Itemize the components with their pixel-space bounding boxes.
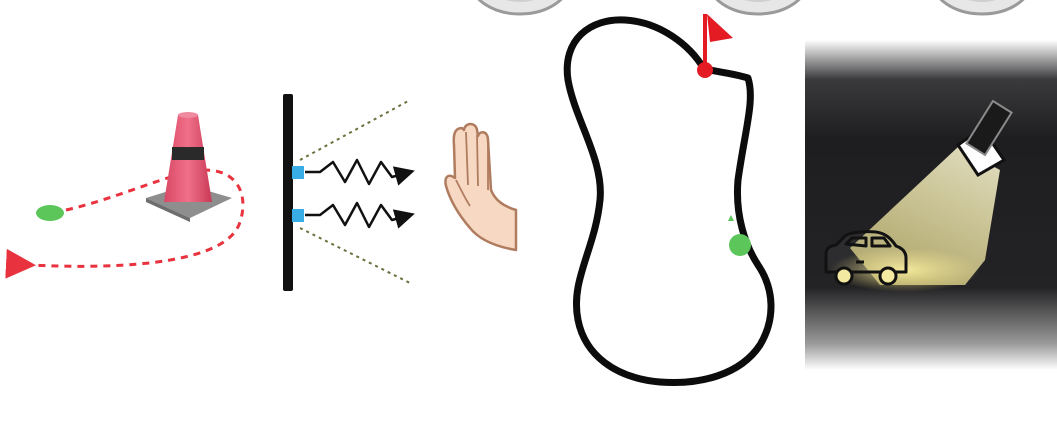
panel-cone-maneuver — [5, 112, 245, 279]
traffic-cone-icon — [146, 112, 232, 222]
signal-wave-icon — [305, 201, 415, 229]
stop-hand-icon — [444, 122, 518, 252]
panel-track-course — [563, 14, 775, 386]
flashlight-icon — [955, 99, 1013, 178]
track-loop-icon — [563, 16, 775, 386]
light-beam-icon — [850, 147, 1000, 285]
badge-partial-icon — [715, 0, 801, 16]
car-icon — [824, 230, 908, 286]
finish-flag-icon — [697, 14, 733, 78]
sensor-top-icon — [292, 166, 304, 179]
sensor-wall-icon — [283, 94, 293, 291]
panel-proximity-sensor — [283, 94, 518, 291]
start-marker-icon — [729, 234, 751, 256]
panel-night-light — [805, 40, 1057, 370]
signal-wave-icon — [305, 158, 415, 186]
start-dot-icon — [36, 205, 64, 221]
dashed-path-arrow-icon — [5, 168, 245, 279]
badge-partial-icon — [477, 0, 563, 16]
badge-partial-icon — [939, 0, 1025, 16]
sensor-bottom-icon — [292, 209, 304, 222]
